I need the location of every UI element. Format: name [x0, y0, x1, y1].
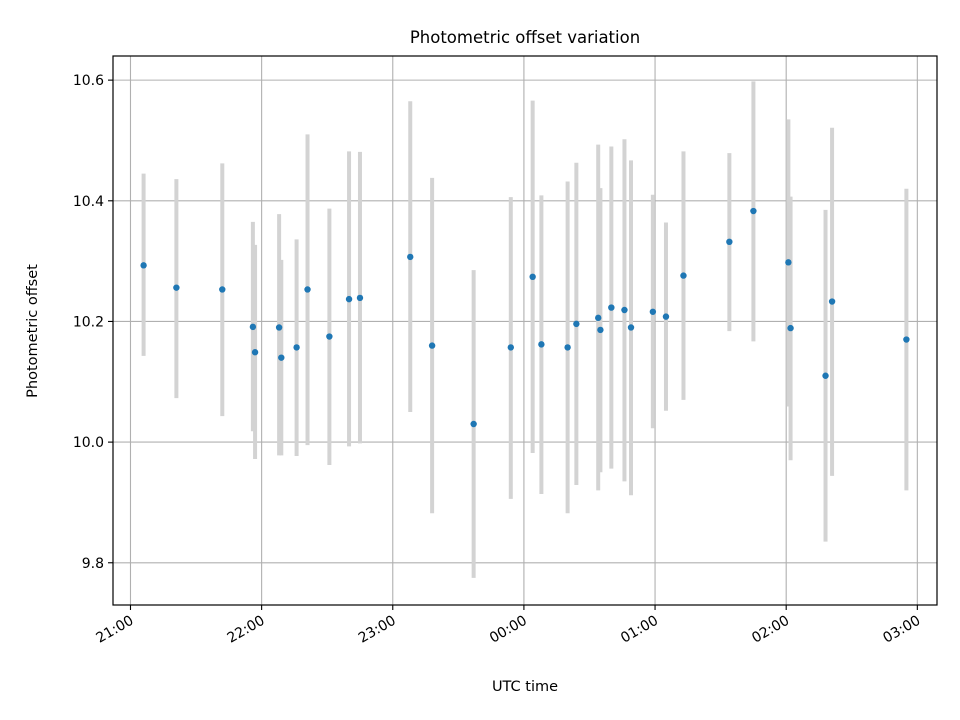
data-point: [608, 304, 615, 311]
data-point: [726, 238, 733, 246]
plot-frame: [112, 55, 938, 606]
y-axis-ticks: 9.8 10.0 10.2 10.4 10.6: [73, 73, 113, 572]
data-point: [621, 306, 628, 314]
data-point: [326, 333, 333, 340]
data-point: [822, 372, 829, 379]
data-point: [573, 320, 580, 328]
data-point: [595, 314, 602, 322]
data-point: [356, 294, 364, 302]
data-point: [564, 344, 571, 351]
data-point: [785, 259, 792, 266]
data-point: [275, 324, 283, 331]
data-point: [507, 344, 514, 351]
data-point: [304, 286, 311, 293]
y-tick-label: 10.0: [73, 435, 104, 451]
x-axis-label: UTC time: [492, 679, 558, 695]
data-point: [649, 308, 657, 315]
data-point: [662, 313, 670, 320]
data-point: [828, 298, 836, 305]
data-point: [293, 344, 300, 351]
data-point: [529, 273, 536, 281]
data-point: [627, 324, 635, 331]
data-point: [538, 341, 545, 348]
y-tick-label: 10.2: [73, 314, 104, 330]
data-point: [219, 286, 226, 293]
grid-lines: [113, 56, 937, 605]
y-axis-label: Photometric offset: [25, 264, 41, 398]
data-point: [345, 295, 353, 303]
data-point: [173, 284, 180, 291]
data-point: [680, 272, 687, 279]
data-point: [470, 420, 477, 428]
data-point: [249, 323, 257, 331]
data-point: [597, 326, 604, 334]
y-tick-label: 10.4: [73, 194, 104, 210]
y-tick-label: 10.6: [73, 73, 104, 89]
chart-title: Photometric offset variation: [410, 28, 640, 47]
data-point: [428, 342, 436, 349]
data-points: [140, 207, 910, 428]
data-point: [903, 336, 910, 343]
data-point: [787, 324, 794, 332]
data-point: [278, 354, 285, 361]
data-point: [407, 253, 414, 261]
data-point: [251, 349, 259, 356]
data-point: [140, 262, 147, 269]
data-point: [750, 207, 757, 215]
y-tick-label: 9.8: [82, 556, 104, 572]
